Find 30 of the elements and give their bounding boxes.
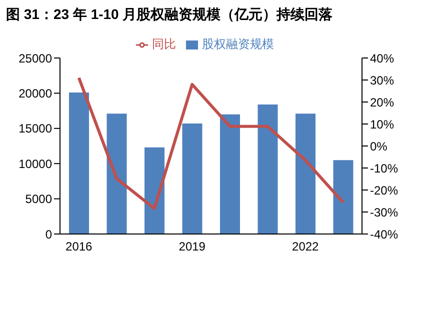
y2-tick-label: 40%	[370, 51, 394, 66]
y2-tick-label: 20%	[370, 95, 394, 110]
x-tick-label: 2016	[66, 240, 93, 254]
x-tick-label: 2022	[292, 240, 320, 254]
y2-tick-label: 10%	[370, 117, 394, 132]
bar	[296, 114, 316, 234]
bar	[333, 160, 354, 234]
y2-tick-label: -40%	[370, 227, 398, 242]
y-tick-label: 15000	[18, 122, 52, 136]
y-tick-label: 0	[45, 227, 52, 242]
bar	[182, 123, 202, 234]
legend-label: 股权融资规模	[202, 37, 274, 51]
bar	[144, 147, 164, 234]
y2-tick-label: -20%	[370, 183, 398, 198]
y2-tick-label: 30%	[370, 73, 394, 88]
bar	[69, 92, 89, 234]
legend-label: 同比	[152, 37, 176, 51]
bar	[106, 114, 127, 234]
bar	[258, 104, 278, 234]
y-tick-label: 20000	[18, 86, 52, 100]
y2-tick-label: -30%	[370, 205, 398, 220]
x-tick-label: 2019	[178, 240, 206, 254]
bar	[220, 114, 240, 234]
y2-tick-label: 0%	[370, 139, 388, 154]
line-series	[77, 76, 345, 210]
y2-tick-label: -10%	[370, 161, 398, 176]
y-tick-label: 5000	[25, 192, 52, 206]
y-tick-label: 10000	[18, 156, 52, 171]
y-tick-label: 25000	[18, 51, 52, 66]
chart-title: 图 31：23 年 1-10 月股权融资规模（亿元）持续回落	[6, 6, 333, 24]
